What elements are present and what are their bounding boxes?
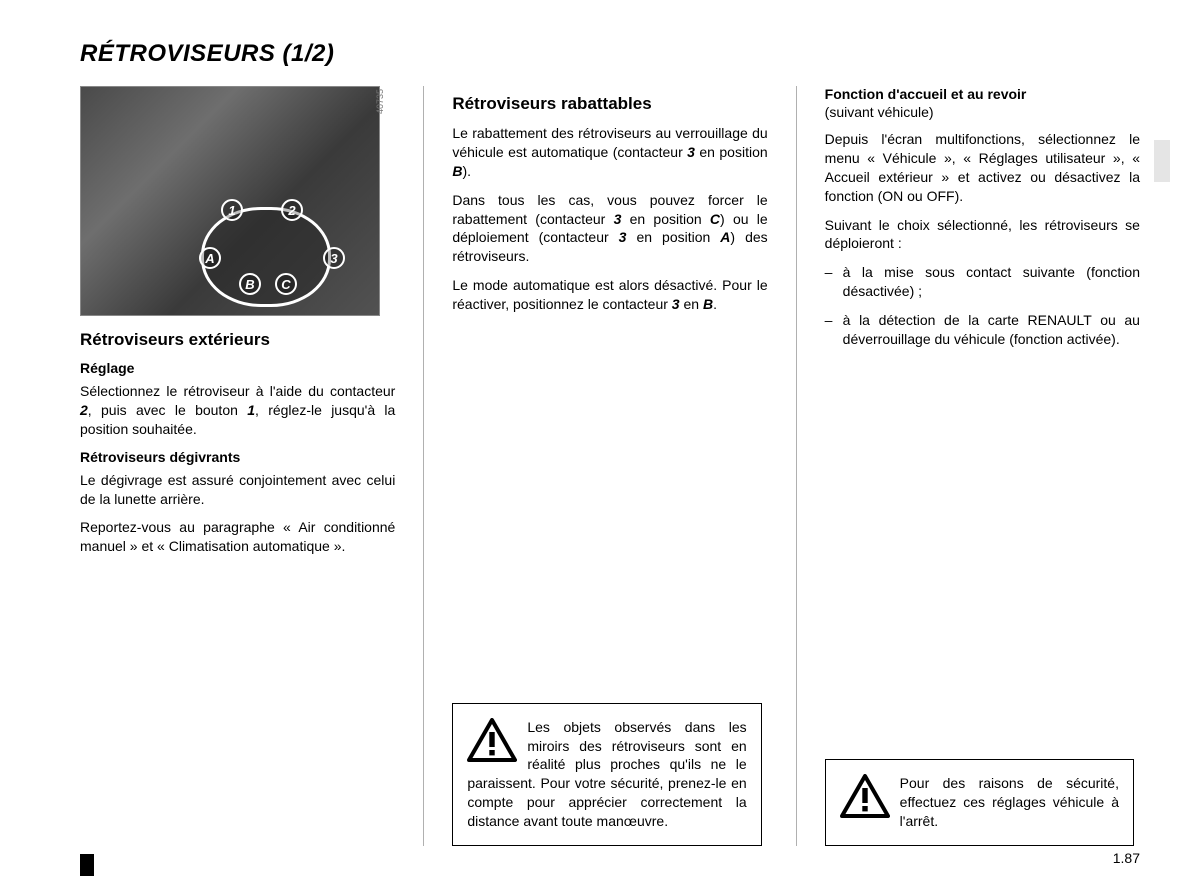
page-title: RÉTROVISEURS (1/2) bbox=[80, 40, 1140, 68]
callout-1: 1 bbox=[221, 199, 243, 221]
column-2: Rétroviseurs rabattables Le rabattement … bbox=[452, 86, 767, 846]
col3-list-item-1: à la mise sous contact suivante (fonctio… bbox=[825, 263, 1140, 301]
figure-id: 40735 bbox=[375, 89, 385, 114]
column-3: Fonction d'accueil et au revoir (suivant… bbox=[825, 86, 1140, 846]
footer-tab bbox=[80, 854, 94, 876]
col3-p1: Depuis l'écran multifonctions, sélection… bbox=[825, 130, 1140, 206]
col2-heading: Rétroviseurs rabattables bbox=[452, 94, 767, 114]
callout-B: B bbox=[239, 273, 261, 295]
page-number: 1.87 bbox=[1113, 850, 1140, 866]
callout-2: 2 bbox=[281, 199, 303, 221]
callout-3: 3 bbox=[323, 247, 345, 269]
col1-sec2-text1: Le dégivrage est assuré conjointement av… bbox=[80, 471, 395, 509]
col2-p1: Le rabattement des rétroviseurs au verro… bbox=[452, 124, 767, 181]
content-columns: 40735 1 2 A B C 3 Rétroviseurs extérieur… bbox=[80, 86, 1140, 846]
warning-box-safety: Pour des raisons de sécurité, effectuez … bbox=[825, 759, 1134, 846]
column-1: 40735 1 2 A B C 3 Rétroviseurs extérieur… bbox=[80, 86, 395, 846]
warning-triangle-icon bbox=[467, 718, 517, 762]
col1-heading: Rétroviseurs extérieurs bbox=[80, 330, 395, 350]
col1-sec1-text: Sélectionnez le rétroviseur à l'aide du … bbox=[80, 382, 395, 439]
manual-page: RÉTROVISEURS (1/2) 40735 1 2 A B C 3 Rét… bbox=[0, 0, 1200, 888]
col3-list: à la mise sous contact suivante (fonctio… bbox=[825, 263, 1140, 349]
col2-p3: Le mode automatique est alors désactivé.… bbox=[452, 276, 767, 314]
col2-p2: Dans tous les cas, vous pouvez forcer le… bbox=[452, 191, 767, 267]
thumb-tab bbox=[1154, 140, 1170, 182]
warning-triangle-icon bbox=[840, 774, 890, 818]
column-divider-2 bbox=[796, 86, 797, 846]
col3-p2: Suivant le choix sélectionné, les rétrov… bbox=[825, 216, 1140, 254]
callout-C: C bbox=[275, 273, 297, 295]
col3-list-item-2: à la détection de la carte RENAULT ou au… bbox=[825, 311, 1140, 349]
warning-box-mirror-distance: Les objets observés dans les miroirs des… bbox=[452, 703, 761, 846]
column-divider-1 bbox=[423, 86, 424, 846]
col1-sec2-text2: Reportez-vous au paragraphe « Air condit… bbox=[80, 518, 395, 556]
col1-sec2-heading: Rétroviseurs dégivrants bbox=[80, 449, 395, 465]
figure-mirror-controls: 40735 1 2 A B C 3 bbox=[80, 86, 380, 316]
col3-heading: Fonction d'accueil et au revoir bbox=[825, 86, 1140, 102]
callout-A: A bbox=[199, 247, 221, 269]
col3-subheading: (suivant véhicule) bbox=[825, 104, 1140, 120]
col1-sec1-heading: Réglage bbox=[80, 360, 395, 376]
